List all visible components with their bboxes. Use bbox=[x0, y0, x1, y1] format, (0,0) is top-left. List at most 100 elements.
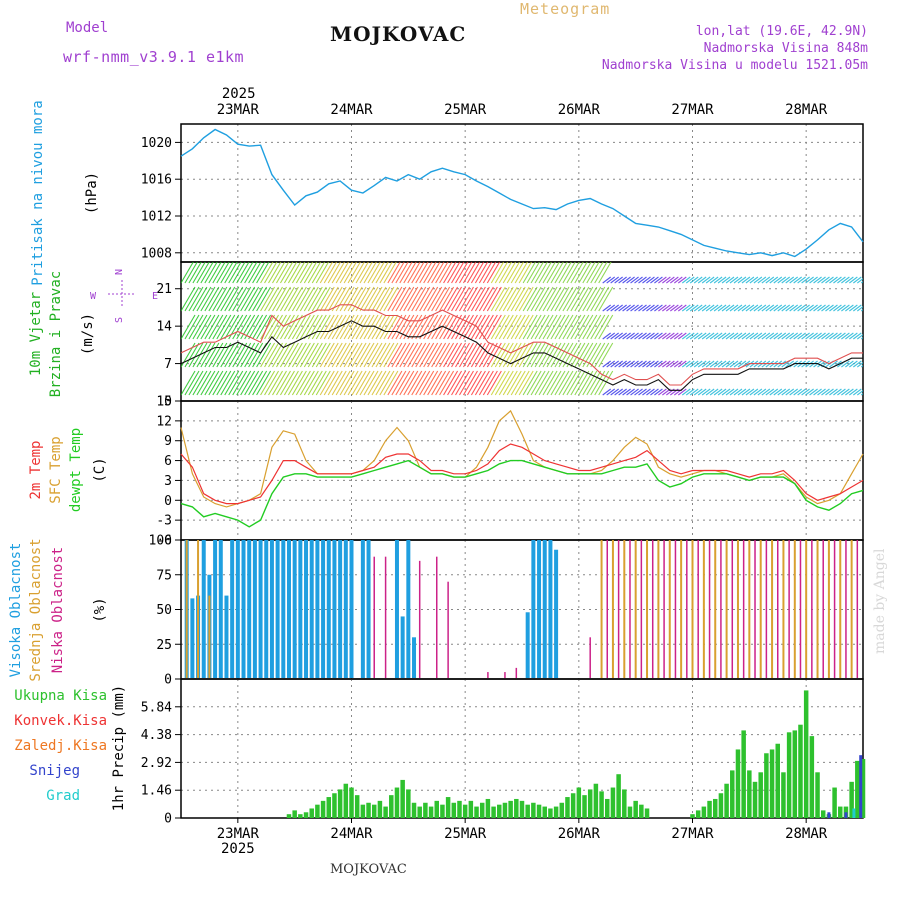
dewpt-line bbox=[180, 459, 864, 528]
wind-barb bbox=[654, 360, 663, 368]
wind-barb bbox=[785, 276, 795, 284]
wind-barb bbox=[232, 370, 248, 396]
cloud-high-ylabel: Visoka Oblacnost bbox=[8, 543, 24, 678]
wind-barb bbox=[578, 286, 594, 312]
model-label: Model bbox=[66, 20, 109, 36]
wind-barb bbox=[733, 304, 743, 312]
wind-barb bbox=[383, 286, 399, 312]
wind-barb bbox=[256, 370, 272, 396]
temperature-panel: -6 -3 0 3 6 9 12 15 bbox=[156, 395, 864, 549]
wind-barb bbox=[399, 286, 415, 312]
wind-barb bbox=[462, 370, 478, 396]
wind-barb bbox=[658, 304, 667, 312]
wind-barb bbox=[303, 370, 319, 396]
wind-barb bbox=[383, 262, 397, 284]
wind-barb bbox=[749, 332, 759, 340]
wind-barb bbox=[228, 262, 242, 284]
wind-barb bbox=[550, 342, 566, 368]
wind-barb bbox=[502, 342, 518, 368]
wind-barb bbox=[443, 262, 457, 284]
precip-bar bbox=[809, 736, 815, 818]
wind-barb bbox=[359, 286, 375, 312]
wind-barb bbox=[809, 332, 818, 340]
cloud-bar bbox=[782, 540, 785, 678]
wind-barb bbox=[347, 286, 363, 312]
wind-barb bbox=[701, 388, 711, 396]
wind-barb bbox=[276, 370, 291, 396]
top-date-tick: 28MAR bbox=[785, 102, 828, 118]
precip-bar bbox=[832, 787, 837, 818]
wind-barb bbox=[725, 304, 735, 312]
wind-barb bbox=[518, 262, 533, 284]
wind-barb bbox=[693, 388, 703, 396]
precip-bar bbox=[792, 730, 798, 818]
wind-barb bbox=[781, 360, 791, 368]
wind-barb bbox=[801, 332, 810, 340]
wind-barb bbox=[240, 370, 256, 396]
wind-barb bbox=[403, 286, 419, 312]
wind-barb bbox=[849, 304, 858, 312]
wind-barb bbox=[578, 342, 594, 368]
wind-barb bbox=[574, 342, 590, 368]
wind-barb bbox=[590, 342, 606, 368]
wind-barb bbox=[299, 370, 315, 396]
wind-barb bbox=[793, 304, 802, 312]
wind-barb bbox=[359, 370, 375, 396]
wind-barb bbox=[590, 314, 606, 340]
wind-barb bbox=[486, 314, 502, 340]
wind-barb bbox=[578, 314, 594, 340]
wind-barb bbox=[538, 370, 554, 396]
precip-bar bbox=[735, 749, 741, 818]
wind-barb bbox=[212, 262, 226, 284]
wind-barb bbox=[685, 388, 695, 396]
wind-barb bbox=[196, 370, 212, 396]
wind-barb bbox=[670, 276, 679, 284]
wind-barb bbox=[829, 332, 838, 340]
precip-bar bbox=[303, 812, 309, 818]
precip-bar bbox=[707, 800, 712, 818]
cloud-bar bbox=[554, 549, 559, 678]
wind-speed-line bbox=[180, 320, 863, 391]
wind-barb bbox=[435, 370, 451, 396]
wind-barb bbox=[833, 276, 842, 284]
wind-barb bbox=[184, 314, 200, 340]
cloud-bar bbox=[736, 540, 739, 678]
wind-ytick-label: 14 bbox=[156, 320, 172, 335]
wind-barb bbox=[534, 286, 550, 312]
wind-barb bbox=[474, 342, 490, 368]
wind-barb bbox=[391, 342, 407, 368]
wind-barb bbox=[526, 370, 542, 396]
wind-barb bbox=[745, 388, 755, 396]
wind-barb bbox=[725, 360, 735, 368]
wind-barb bbox=[351, 286, 367, 312]
wind-barb bbox=[451, 314, 467, 340]
wind-barb bbox=[403, 342, 419, 368]
precip-bar bbox=[803, 690, 809, 818]
wind-barb bbox=[681, 332, 691, 340]
wind-barb bbox=[196, 286, 212, 312]
wind-barb bbox=[701, 360, 711, 368]
wind-barb bbox=[236, 262, 250, 284]
precip-bar bbox=[827, 812, 831, 818]
wind-barb bbox=[303, 286, 319, 312]
wind-barb bbox=[331, 262, 346, 284]
cloud-bar bbox=[197, 540, 200, 678]
wind-barb bbox=[817, 276, 826, 284]
wind-barb bbox=[200, 314, 216, 340]
wind-barb bbox=[359, 314, 375, 340]
wind-barb bbox=[252, 370, 268, 396]
wind-barb bbox=[574, 262, 588, 284]
precip-bar bbox=[855, 760, 860, 818]
temp2m-line bbox=[180, 443, 864, 505]
cloud-bar bbox=[827, 540, 830, 678]
wind-barb bbox=[264, 342, 280, 368]
precip-bar bbox=[786, 732, 792, 818]
wind-barb bbox=[709, 304, 719, 312]
wind-barb bbox=[375, 262, 389, 284]
wind-barb bbox=[268, 342, 283, 368]
wind-barb bbox=[630, 276, 639, 284]
precip-ytick-label: 4.38 bbox=[141, 728, 172, 743]
wind-barb bbox=[693, 332, 703, 340]
wind-barb bbox=[279, 370, 295, 396]
